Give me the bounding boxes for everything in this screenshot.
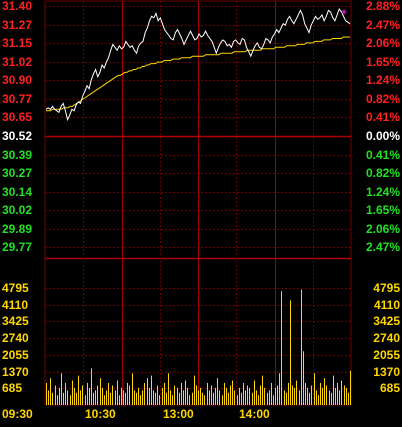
price-tick-label: 30.02: [2, 203, 33, 217]
time-label: 09:30: [2, 407, 33, 421]
percent-tick-label: 2.88%: [365, 0, 400, 13]
price-tick-label: 30.77: [2, 92, 33, 106]
time-label: 13:00: [163, 407, 194, 421]
percent-tick-label: 2.06%: [365, 36, 400, 50]
percent-tick-label: 1.24%: [365, 73, 400, 87]
volume-tick-label: 4795: [2, 281, 29, 295]
percent-tick-label: 0.00%: [365, 129, 400, 143]
volume-tick-label: 4110: [2, 298, 29, 312]
time-label: 10:30: [85, 407, 116, 421]
price-tick-label: 30.52: [2, 129, 33, 143]
price-tick-label: 31.27: [2, 18, 33, 32]
percent-tick-label: 0.41%: [365, 148, 400, 162]
volume-tick-label: 2740: [2, 331, 29, 345]
percent-tick-label: 0.82%: [365, 166, 400, 180]
price-tick-label: 31.15: [2, 36, 33, 50]
volume-tick-label: 3425: [2, 314, 29, 328]
volume-tick-label-right: 685: [379, 381, 400, 395]
volume-tick-label-right: 4795: [373, 281, 400, 295]
percent-tick-label: 1.65%: [365, 203, 400, 217]
price-tick-label: 29.77: [2, 240, 33, 254]
price-tick-label: 30.65: [2, 110, 33, 124]
price-tick-label: 31.40: [2, 0, 33, 13]
star-marker: *: [341, 7, 347, 21]
percent-tick-label: 2.47%: [365, 240, 400, 254]
volume-tick-label-right: 4110: [373, 298, 400, 312]
price-tick-label: 30.27: [2, 166, 33, 180]
percent-tick-label: 0.82%: [365, 92, 400, 106]
time-label: 14:00: [239, 407, 270, 421]
volume-tick-label-right: 1370: [373, 365, 400, 379]
price-tick-label: 30.14: [2, 185, 33, 199]
price-tick-label: 30.39: [2, 148, 33, 162]
price-tick-label: 30.90: [2, 73, 33, 87]
percent-tick-label: 2.47%: [365, 18, 400, 32]
price-tick-label: 29.89: [2, 222, 33, 236]
percent-tick-label: 2.06%: [365, 222, 400, 236]
volume-tick-label-right: 2055: [373, 348, 400, 362]
percent-tick-label: 1.24%: [365, 185, 400, 199]
volume-tick-label: 2055: [2, 348, 29, 362]
volume-tick-label-right: 3425: [373, 314, 400, 328]
volume-tick-label: 685: [2, 381, 23, 395]
average-price-line: [46, 36, 350, 112]
volume-tick-label-right: 2740: [373, 331, 400, 345]
price-line: [45, 7, 351, 122]
price-tick-label: 31.02: [2, 55, 33, 69]
volume-tick-label: 1370: [2, 365, 29, 379]
percent-tick-label: 0.41%: [365, 110, 400, 124]
percent-tick-label: 1.65%: [365, 55, 400, 69]
